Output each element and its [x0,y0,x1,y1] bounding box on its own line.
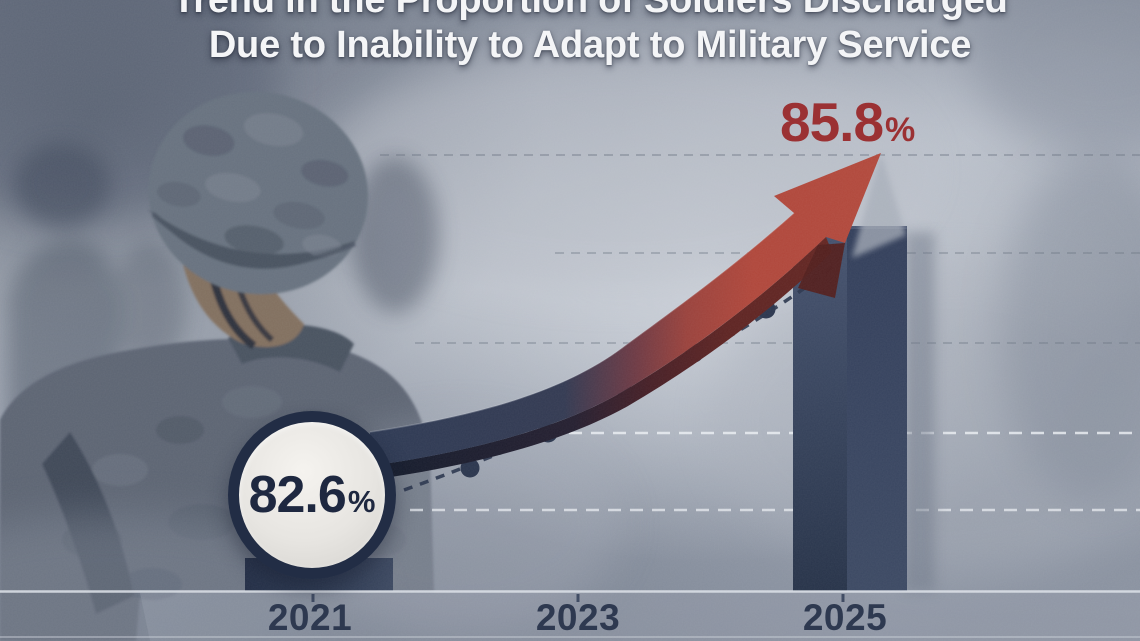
label-2025-unit: % [885,111,916,149]
badge-2021-unit: % [347,484,376,519]
value-badge-2021: 82.6 % [228,411,396,579]
badge-2021-value: 82.6 [248,466,347,524]
title-line-2: Due to Inability to Adapt to Military Se… [208,24,972,66]
label-2025-value: 85.8 [780,91,884,153]
x-axis-label-2023: 2023 [535,597,621,638]
x-axis-label-2021: 2021 [267,597,353,638]
x-axis-label-2025: 2025 [802,597,888,638]
page-title: Trend in the Proportion of Soldiers Disc… [40,0,1140,68]
title-line-1: Trend in the Proportion of Soldiers Disc… [172,0,1008,21]
value-label-2025: 85.8 % [780,90,915,154]
